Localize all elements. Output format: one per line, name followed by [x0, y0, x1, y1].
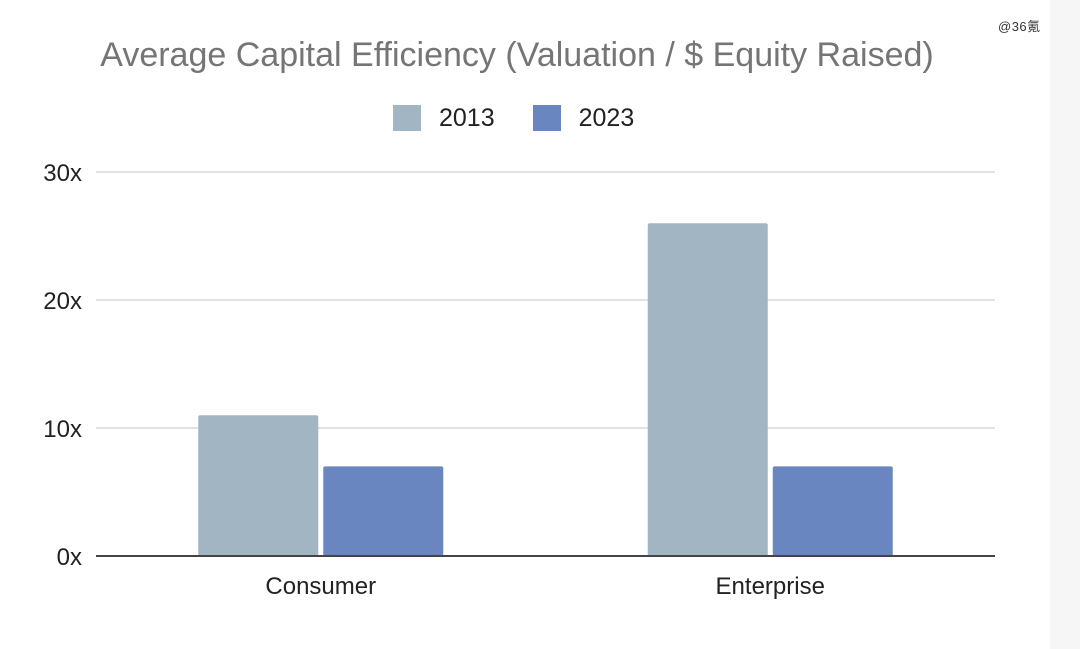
- watermark-text: @36氪: [998, 19, 1041, 34]
- y-tick-label: 30x: [43, 160, 82, 187]
- x-category-label: Enterprise: [716, 573, 825, 600]
- chart-title: Average Capital Efficiency (Valuation / …: [100, 36, 934, 74]
- right-margin-strip: [1050, 0, 1080, 649]
- y-tick-label: 20x: [43, 288, 82, 315]
- bar-consumer-2013: [198, 415, 319, 556]
- bar-consumer-2023: [323, 466, 444, 556]
- legend-item-2013: 2013: [393, 104, 495, 133]
- y-tick-label: 0x: [57, 544, 82, 571]
- bar-enterprise-2013: [647, 223, 768, 556]
- legend-swatch-2023: [532, 105, 561, 131]
- legend-item-2023: 2023: [532, 103, 635, 133]
- bar-enterprise-2023: [772, 466, 893, 556]
- x-category-label: Consumer: [265, 573, 376, 600]
- legend-label-2023: 2023: [578, 103, 635, 132]
- y-tick-label: 10x: [43, 416, 82, 443]
- legend-swatch-2013: [393, 105, 421, 131]
- legend-label-2013: 2013: [439, 103, 495, 132]
- chart-legend: 2013 2023: [393, 103, 672, 133]
